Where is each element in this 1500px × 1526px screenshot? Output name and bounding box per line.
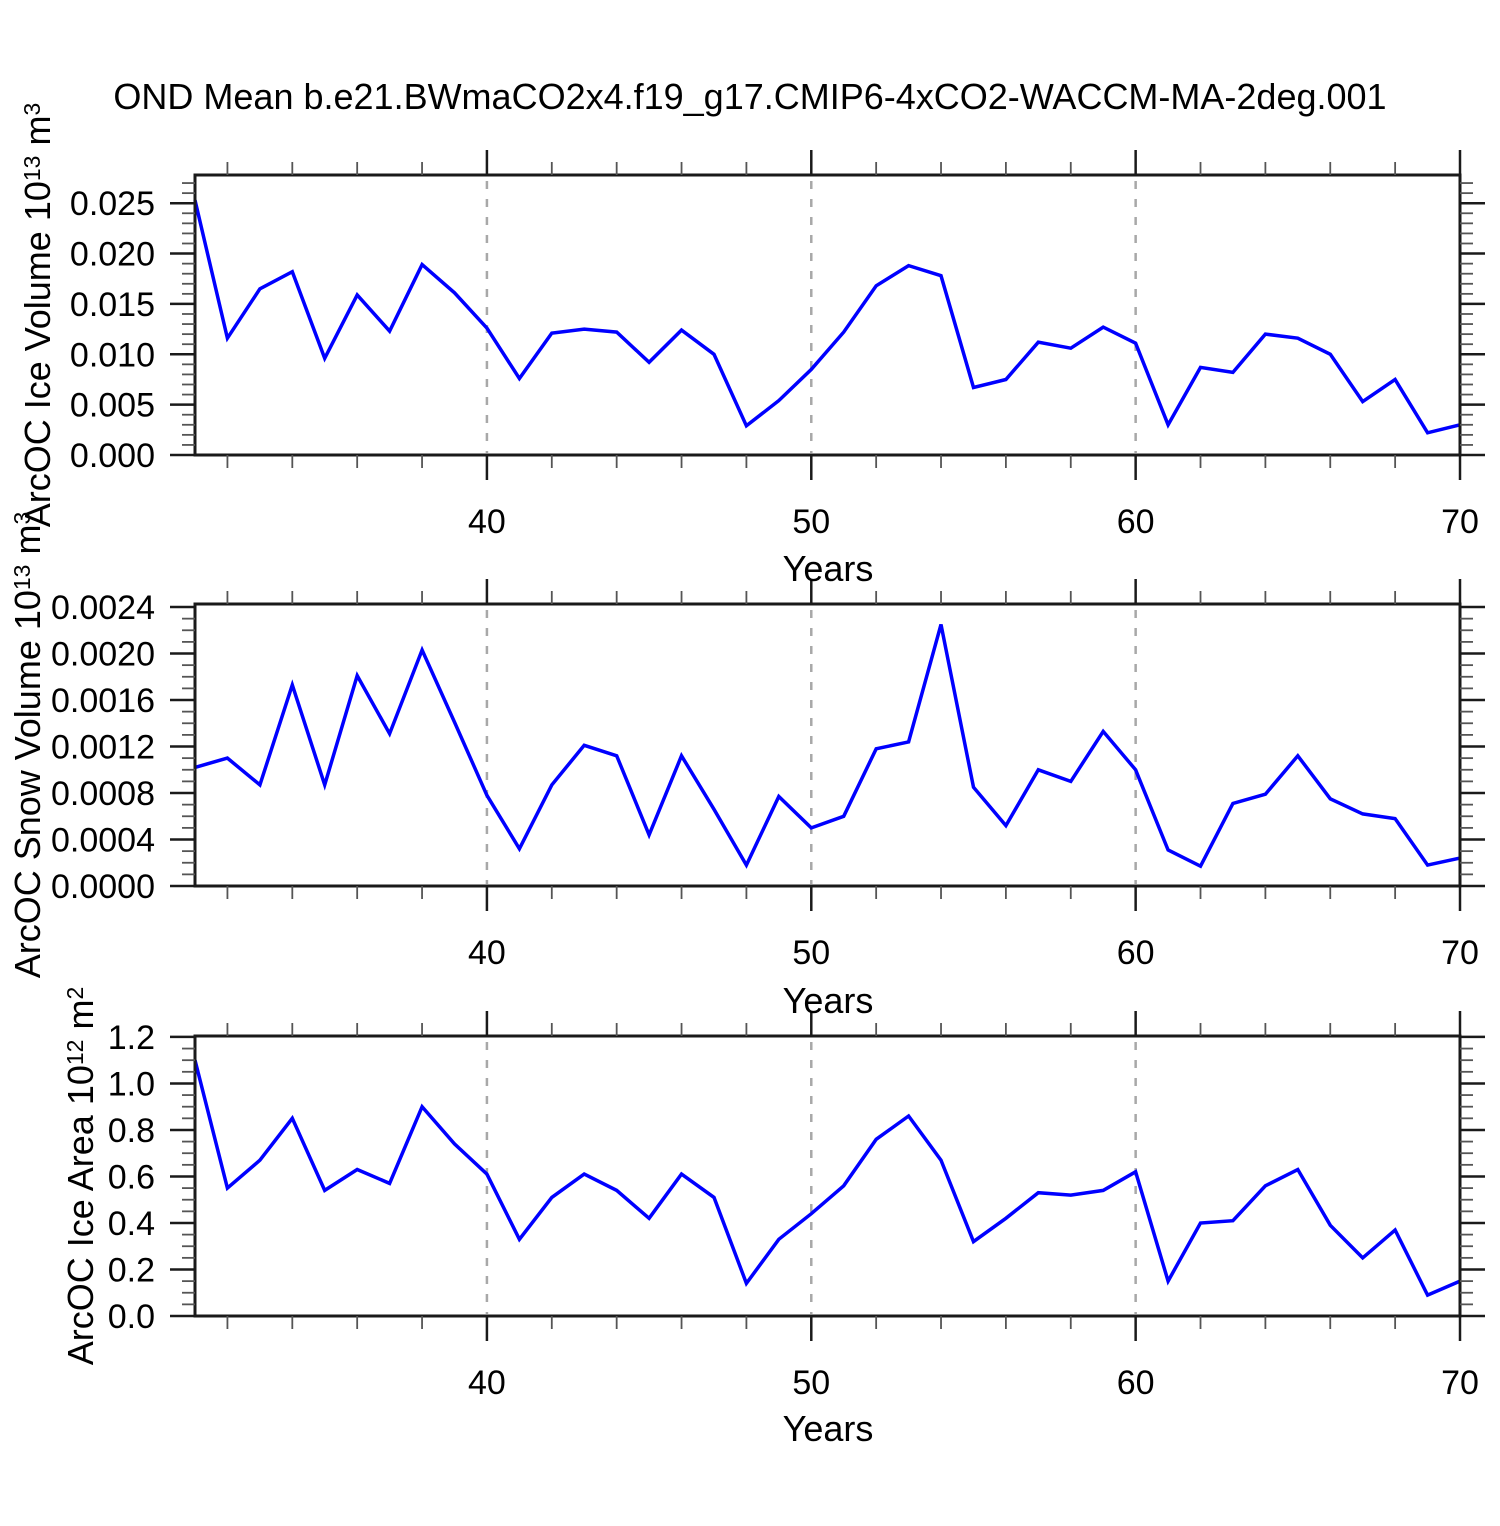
data-line-arcoc-ice-volume xyxy=(193,199,1461,435)
y-tick-label: 0.0 xyxy=(108,1298,155,1336)
y-tick-label: 0.010 xyxy=(70,336,155,374)
y-tick-label: 0.4 xyxy=(108,1205,155,1243)
x-axis-title-years-panel1: Years xyxy=(782,548,874,589)
x-tick-label: 60 xyxy=(1117,1364,1155,1402)
x-tick-label: 70 xyxy=(1441,1364,1479,1402)
x-tick-label: 50 xyxy=(792,503,830,541)
panel-arcoc-ice-volume: 0.000 0.005 0.010 0.015 0.020 0.025 40 50 60 70 xyxy=(70,150,1485,541)
x-tick-label: 70 xyxy=(1441,934,1479,972)
y-tick-label: 0.0016 xyxy=(51,682,155,720)
y-tick-label: 0.005 xyxy=(70,387,155,425)
y-axis-title-snow-volume: ArcOC Snow Volume 1013 m3 xyxy=(7,511,48,979)
y-tick-label: 1.0 xyxy=(108,1065,155,1103)
x-tick-label: 40 xyxy=(468,503,506,541)
x-tick-label: 50 xyxy=(792,1364,830,1402)
y-tick-label: 0.6 xyxy=(108,1158,155,1196)
y-tick-label: 0.2 xyxy=(108,1251,155,1289)
y-tick-label: 0.0008 xyxy=(51,775,155,813)
panel-arcoc-snow-volume: 0.0000 0.0004 0.0008 0.0012 0.0016 0.0020 0.00… xyxy=(51,579,1485,972)
y-axis-title-ice-area: ArcOC Ice Area 1012 m2 xyxy=(60,986,101,1366)
y-tick-label: 0.0020 xyxy=(51,636,155,674)
y-tick-label: 0.0012 xyxy=(51,729,155,767)
plot-frame xyxy=(193,173,1462,457)
plot-frame xyxy=(193,1034,1462,1318)
x-tick-label: 60 xyxy=(1117,503,1155,541)
data-line-arcoc-snow-volume xyxy=(194,624,1461,869)
y-tick-label: 0.0000 xyxy=(51,868,155,906)
x-tick-label: 50 xyxy=(792,934,830,972)
y-tick-label: 0.0024 xyxy=(51,589,155,627)
x-axis-title-years-panel2: Years xyxy=(782,980,874,1021)
data-line-arcoc-ice-area xyxy=(193,1059,1461,1298)
plot-frame xyxy=(193,602,1462,888)
y-tick-label: 0.8 xyxy=(108,1112,155,1150)
x-tick-label: 60 xyxy=(1117,934,1155,972)
y-tick-label: 0.015 xyxy=(70,286,155,324)
x-tick-label: 40 xyxy=(468,934,506,972)
figure-title: OND Mean b.e21.BWmaCO2x4.f19_g17.CMIP6-4… xyxy=(113,76,1387,117)
x-tick-label: 40 xyxy=(468,1364,506,1402)
y-tick-label: 0.020 xyxy=(70,236,155,274)
y-tick-label: 0.025 xyxy=(70,185,155,223)
y-tick-label: 1.2 xyxy=(108,1019,155,1057)
x-tick-label: 70 xyxy=(1441,503,1479,541)
panel-arcoc-ice-area: 0.0 0.2 0.4 0.6 0.8 1.0 1.2 40 50 60 70 xyxy=(108,1011,1485,1402)
y-tick-label: 0.0004 xyxy=(51,822,155,860)
x-axis-title-years-panel3: Years xyxy=(782,1408,874,1449)
y-tick-label: 0.000 xyxy=(70,437,155,475)
